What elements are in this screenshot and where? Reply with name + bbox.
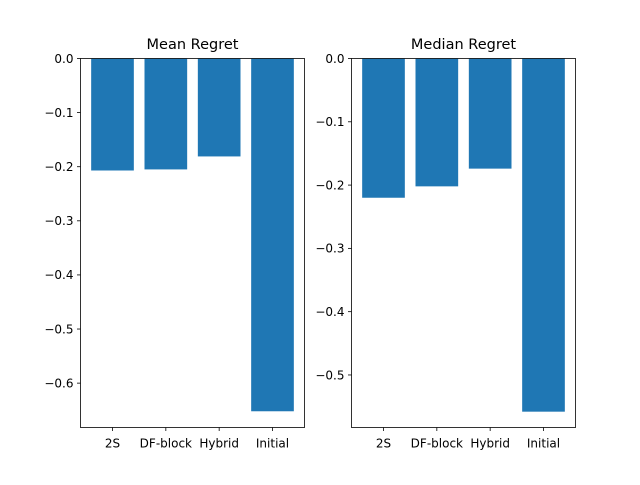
mean-regret-bar-initial [251,58,294,412]
median-regret-y-tick-label: −0.4 [315,305,344,319]
median-regret-bars [362,58,565,412]
mean-regret-x-ticks: 2S DF-block Hybrid Initial [105,427,289,451]
mean-regret-x-tick-label: 2S [105,437,120,451]
median-regret-y-tick-label: −0.2 [315,178,344,192]
mean-regret-x-tick-label: DF-block [140,437,192,451]
mean-regret-bars [91,58,294,412]
mean-regret-y-ticks: 0.0 −0.1 −0.2 −0.3 −0.4 −0.5 −0.6 [44,52,81,390]
mean-regret-y-tick-label: −0.3 [44,214,73,228]
mean-regret-bar-2s [91,58,134,171]
mean-regret-axes-frame [80,58,305,428]
median-regret-x-tick-label: DF-block [411,437,463,451]
mean-regret-y-tick-label: −0.6 [44,376,73,390]
median-regret-bar-initial [522,58,565,412]
median-regret-bar-2s [362,58,405,198]
mean-regret-panel: Mean Regret 0.0−0.1−0.2−0.3−0.4−0.5−0.6 … [44,37,305,451]
median-regret-x-tick-label: 2S [376,437,391,451]
mean-regret-y-tick-label: −0.2 [44,160,73,174]
mean-regret-y-tick-label: 0.0 [54,52,73,66]
mean-regret-x-tick-label: Hybrid [199,437,239,451]
median-regret-y-tick-label: −0.1 [315,115,344,129]
median-regret-y-tick-label: −0.3 [315,242,344,256]
median-regret-title: Median Regret [411,37,516,53]
median-regret-panel: Median Regret 0.0 −0.1 −0.2 −0.3 −0.4 −0.5 2S… [315,37,576,451]
median-regret-bar-hybrid [468,58,512,169]
mean-regret-y-tick-label: −0.5 [44,322,73,336]
mean-regret-y-tick-label: −0.4 [44,268,73,282]
median-regret-bar-df-block [415,58,459,187]
median-regret-y-tick-label: −0.5 [315,368,344,382]
median-regret-axes-frame [351,58,576,428]
median-regret-x-tick-label: Hybrid [470,437,510,451]
median-regret-y-ticks: 0.0 −0.1 −0.2 −0.3 −0.4 −0.5 [315,52,352,382]
mean-regret-bar-hybrid [197,58,241,157]
mean-regret-bar-df-block [144,58,188,170]
median-regret-y-tick-label: 0.0 [325,52,344,66]
median-regret-x-ticks: 2S DF-block Hybrid Initial [376,427,560,451]
mean-regret-x-tick-label: Initial [256,437,289,451]
mean-regret-title: Mean Regret [147,37,239,53]
median-regret-x-tick-label: Initial [527,437,560,451]
mean-regret-y-tick-label: −0.1 [44,106,73,120]
